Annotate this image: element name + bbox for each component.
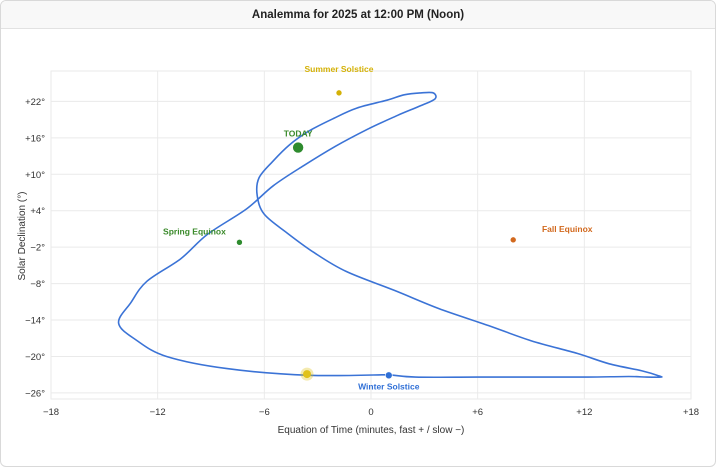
y-tick-label: +16° <box>25 133 45 144</box>
current-position-marker <box>303 370 311 379</box>
axis-layer: −18 −12 −6 0 +6 +12 +18 +22° +16° +10° +4° −2° −8° −1… <box>25 97 699 418</box>
x-tick-label: +6 <box>472 407 483 418</box>
fall-equinox-marker <box>509 236 517 244</box>
summer-solstice-label: Summer Solstice <box>305 64 374 74</box>
y-tick-label: −8° <box>30 279 45 290</box>
y-tick-label: +4° <box>30 206 45 217</box>
winter-solstice-label: Winter Solstice <box>358 381 420 391</box>
winter-solstice-marker <box>384 371 393 380</box>
x-tick-label: +18 <box>683 407 699 418</box>
analemma-curve <box>117 91 663 379</box>
chart-title: Analemma for 2025 at 12:00 PM (Noon) <box>251 8 465 21</box>
y-tick-label: +22° <box>25 97 45 108</box>
y-tick-label: −14° <box>25 316 45 327</box>
y-tick-label: +10° <box>25 170 45 181</box>
y-axis-label: Solar Declination (°) <box>17 191 28 280</box>
fall-equinox-label: Fall Equinox <box>542 224 593 234</box>
today-label: TODAY <box>284 129 313 139</box>
spring-equinox-marker <box>236 238 243 246</box>
x-tick-label: −6 <box>259 407 270 418</box>
marker-layer: Summer Solstice TODAY Spring Equinox Fall E… <box>163 64 593 391</box>
x-tick-label: −18 <box>43 407 59 418</box>
y-tick-label: −26° <box>25 388 45 399</box>
summer-solstice-marker <box>335 89 343 97</box>
x-tick-label: −12 <box>150 407 166 418</box>
spring-equinox-label: Spring Equinox <box>163 226 226 236</box>
y-tick-label: −20° <box>25 352 45 363</box>
x-axis-label: Equation of Time (minutes, fast + / slow… <box>278 425 465 436</box>
title-bar: Analemma for 2025 at 12:00 PM (Noon) <box>1 1 715 29</box>
x-tick-label: +12 <box>576 407 592 418</box>
y-tick-label: −2° <box>30 243 45 254</box>
today-marker <box>292 141 304 154</box>
curve-layer <box>117 91 663 379</box>
x-tick-label: 0 <box>368 407 373 418</box>
grid-layer <box>50 70 692 400</box>
